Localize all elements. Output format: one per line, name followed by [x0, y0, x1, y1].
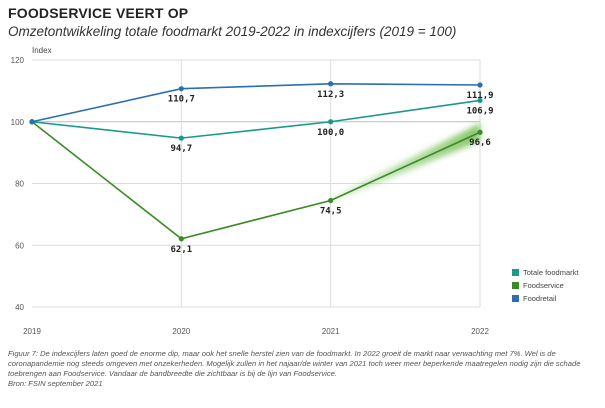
data-label: 110,7	[168, 95, 195, 105]
data-label: 111,9	[466, 91, 493, 101]
series-line-0	[31, 99, 481, 139]
x-tick-label: 2020	[172, 327, 190, 336]
x-tick-label: 2022	[471, 327, 489, 336]
legend-entry: Foodservice	[523, 281, 564, 290]
label-layer: 94,7 100,0 106,9 62,1 74,5 96,6 110,7 112,3 111,…	[168, 90, 494, 255]
figure-caption: Figuur 7: De indexcijfers laten goed de …	[8, 349, 581, 378]
data-point	[477, 129, 483, 135]
grid-layer: 40 60 80 100 120 2019 2020 2021 2022 Index	[11, 46, 490, 336]
legend-swatch	[512, 269, 519, 276]
data-point	[178, 86, 184, 92]
data-label: 74,5	[320, 206, 342, 216]
y-tick-label: 40	[15, 303, 24, 312]
y-tick-label: 80	[15, 180, 24, 189]
data-point	[328, 81, 334, 87]
page-subtitle: Omzetontwikkeling totale foodmarkt 2019-…	[8, 24, 457, 39]
series-line-2	[31, 82, 481, 123]
y-tick-label: 120	[11, 56, 25, 65]
y-tick-label: 60	[15, 241, 24, 250]
series-layer	[29, 81, 483, 242]
y-tick-label: 100	[11, 118, 25, 127]
legend-entry: Totale foodmarkt	[523, 268, 579, 277]
line-chart: 40 60 80 100 120 2019 2020 2021 2022 Index 94,7 10…	[11, 46, 580, 336]
x-tick-label: 2021	[322, 327, 340, 336]
data-label: 112,3	[317, 90, 344, 100]
data-label: 100,0	[317, 128, 344, 138]
legend-swatch	[512, 295, 519, 302]
data-point	[178, 236, 184, 242]
data-label: 106,9	[466, 106, 493, 116]
source-note: Bron: FSIN september 2021	[8, 379, 103, 388]
data-label: 62,1	[170, 245, 192, 255]
data-label: 96,6	[469, 138, 491, 148]
data-point	[328, 197, 334, 204]
data-point	[477, 82, 483, 88]
legend-layer: Totale foodmarkt Foodservice Foodretail	[512, 268, 579, 303]
data-label: 94,7	[170, 144, 192, 154]
data-point	[328, 119, 334, 125]
page-title: FOODSERVICE VEERT OP	[8, 5, 189, 21]
series-line-1	[31, 121, 481, 240]
legend-swatch	[512, 282, 519, 289]
y-axis-label: Index	[32, 46, 52, 55]
data-point	[178, 135, 184, 141]
data-point	[29, 119, 35, 125]
x-tick-label: 2019	[23, 327, 41, 336]
legend-entry: Foodretail	[523, 294, 557, 303]
data-point	[477, 97, 483, 104]
